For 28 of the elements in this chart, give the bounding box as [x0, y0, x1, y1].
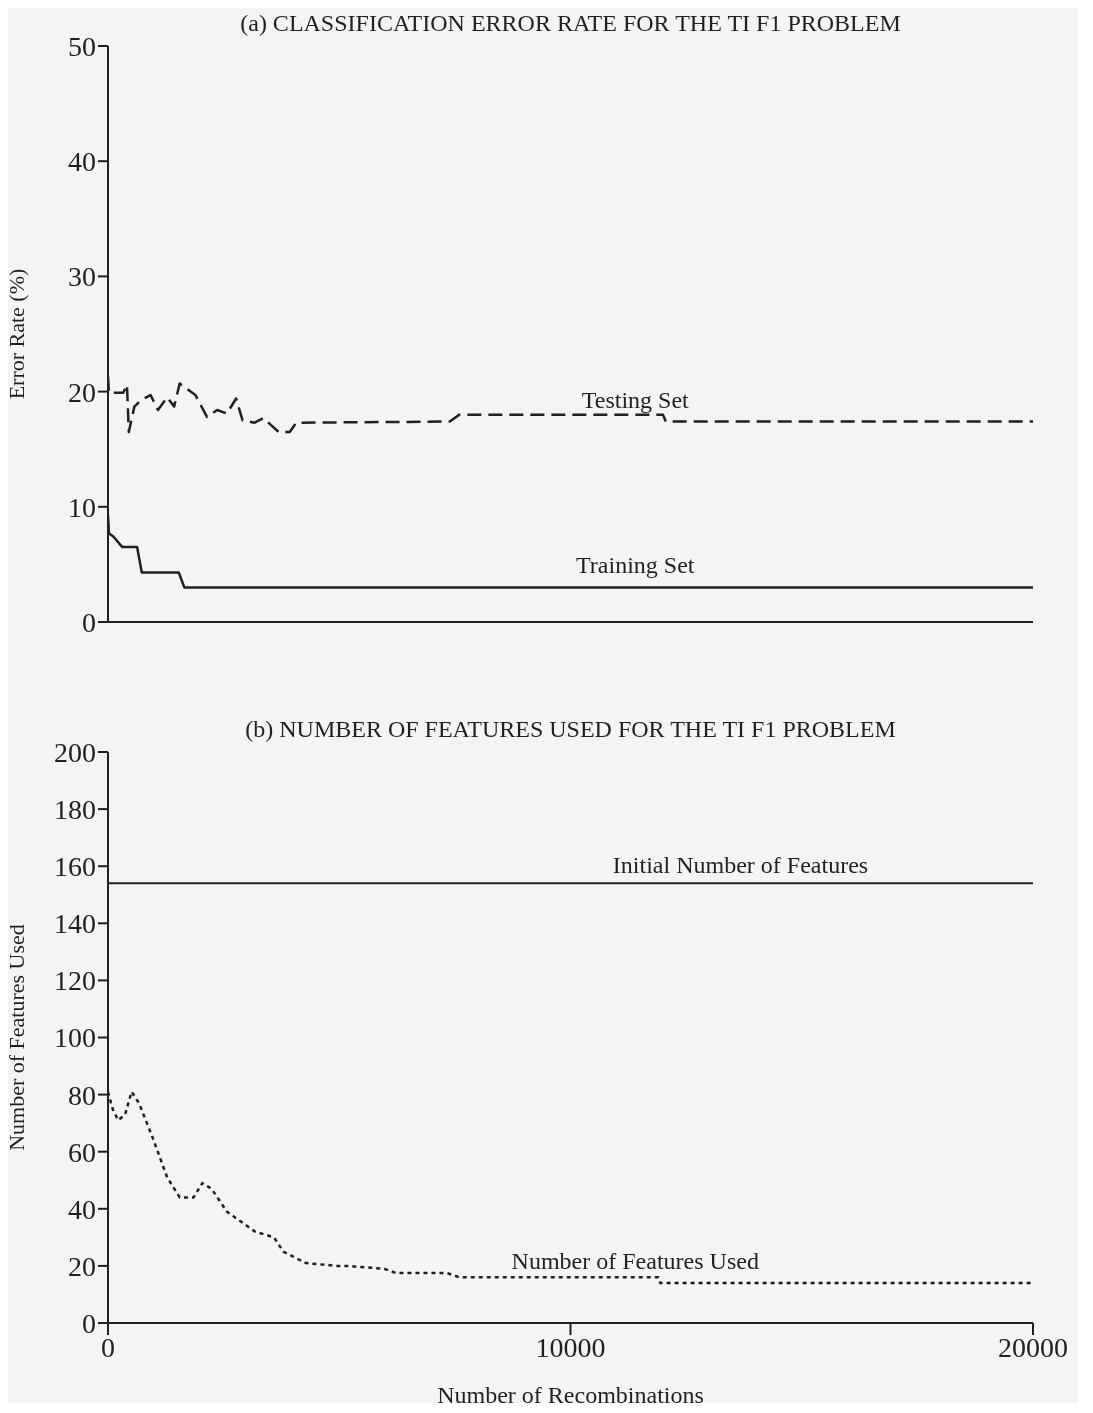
- y-tick-label: 180: [54, 794, 96, 826]
- series-label: Testing Set: [581, 386, 690, 413]
- series-label: Number of Features Used: [511, 1248, 759, 1275]
- y-tick-label: 0: [82, 606, 96, 638]
- y-tick-label: 30: [68, 261, 96, 293]
- y-axis-title: Error Rate (%): [3, 268, 29, 400]
- x-axis-title: Number of Recombinations: [437, 1382, 704, 1408]
- y-axis-title: Number of Features Used: [3, 924, 29, 1151]
- y-tick-label: 60: [68, 1136, 96, 1168]
- chart-title: (a) CLASSIFICATION ERROR RATE FOR THE TI F1 PROBLEM: [239, 10, 902, 37]
- y-tick-label: 40: [68, 146, 96, 178]
- y-tick-label: 160: [54, 851, 96, 883]
- chart-title: (b) NUMBER OF FEATURES USED FOR THE TI F1 PROBLEM: [244, 716, 897, 743]
- series-label: Training Set: [576, 552, 695, 579]
- y-tick-label: 50: [68, 30, 96, 62]
- x-tick-label: 20000: [998, 1331, 1068, 1363]
- y-tick-label: 100: [54, 1022, 96, 1054]
- y-tick-label: 120: [54, 965, 96, 997]
- y-tick-label: 80: [68, 1079, 96, 1111]
- ref-line-label: Initial Number of Features: [612, 852, 869, 879]
- y-tick-label: 140: [54, 908, 96, 940]
- y-tick-label: 20: [68, 376, 96, 408]
- x-tick-label: 10000: [535, 1331, 606, 1363]
- y-tick-label: 200: [54, 736, 96, 768]
- y-tick-label: 20: [68, 1250, 96, 1282]
- y-tick-label: 0: [82, 1307, 96, 1339]
- y-tick-label: 10: [68, 491, 96, 523]
- y-tick-label: 40: [68, 1193, 96, 1225]
